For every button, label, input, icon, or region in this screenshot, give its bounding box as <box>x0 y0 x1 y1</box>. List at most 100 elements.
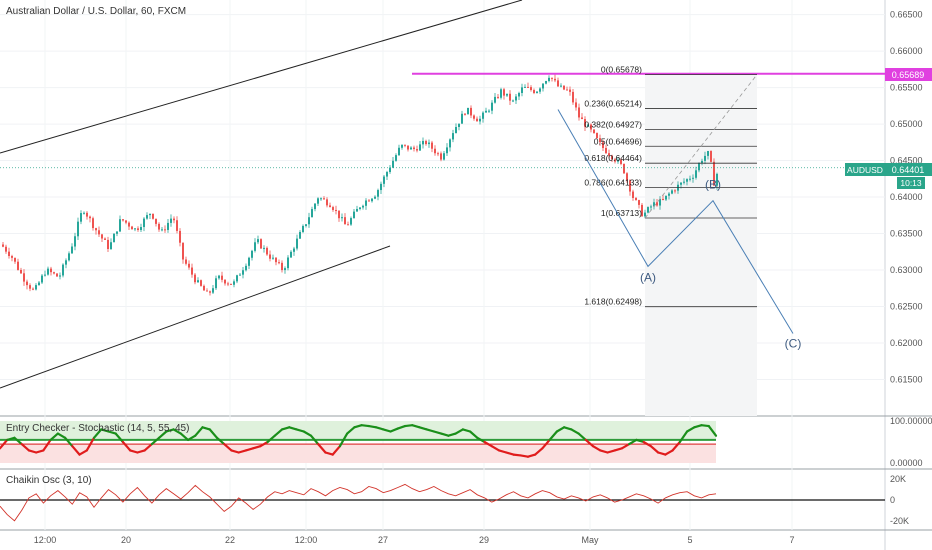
candle-body[interactable] <box>509 93 511 101</box>
overlay-layer[interactable]: 0(0.65678) 0.236(0.65214) 0.382(0.64927) 0.… <box>0 65 885 351</box>
candle-body[interactable] <box>338 210 340 219</box>
elliott-wave-path[interactable] <box>557 109 794 334</box>
candle-body[interactable] <box>368 200 370 202</box>
candle-body[interactable] <box>380 183 382 191</box>
candle-body[interactable] <box>185 259 187 264</box>
candle-body[interactable] <box>14 257 16 262</box>
candle-body[interactable] <box>164 229 166 231</box>
candle-body[interactable] <box>326 199 328 206</box>
stochastic-segment[interactable] <box>317 443 327 454</box>
candle-body[interactable] <box>359 207 361 209</box>
candle-body[interactable] <box>641 204 643 217</box>
stochastic-segment[interactable] <box>0 438 9 450</box>
candle-body[interactable] <box>455 126 457 134</box>
stochastic-segment[interactable] <box>35 449 45 454</box>
candle-body[interactable] <box>308 217 310 225</box>
candle-body[interactable] <box>599 138 601 143</box>
stochastic-segment[interactable] <box>599 449 609 454</box>
stochastic-segment[interactable] <box>476 436 486 444</box>
candles-layer[interactable] <box>2 74 718 296</box>
candle-body[interactable] <box>404 144 406 146</box>
candle-body[interactable] <box>617 159 619 162</box>
candle-body[interactable] <box>362 205 364 208</box>
candle-body[interactable] <box>491 102 493 111</box>
stochastic-segment[interactable] <box>461 428 472 433</box>
candle-body[interactable] <box>191 267 193 275</box>
stochastic-segment[interactable] <box>360 424 370 428</box>
candle-body[interactable] <box>377 190 379 197</box>
stochastic-segment[interactable] <box>635 438 645 444</box>
candle-body[interactable] <box>152 213 154 219</box>
candle-body[interactable] <box>83 212 85 214</box>
candle-body[interactable] <box>374 196 376 199</box>
candle-body[interactable] <box>266 247 268 255</box>
stochastic-segment[interactable] <box>396 424 407 430</box>
candle-body[interactable] <box>86 212 88 217</box>
candle-body[interactable] <box>680 182 682 185</box>
candle-body[interactable] <box>503 89 505 96</box>
candle-body[interactable] <box>632 191 634 198</box>
candle-body[interactable] <box>401 144 403 148</box>
candle-body[interactable] <box>464 113 466 115</box>
candle-body[interactable] <box>122 219 124 221</box>
candle-body[interactable] <box>350 218 352 225</box>
stochastic-segment[interactable] <box>201 426 211 431</box>
stochastic-segment[interactable] <box>208 428 219 439</box>
candle-body[interactable] <box>419 144 421 151</box>
stochastic-segment[interactable] <box>230 449 240 454</box>
stochastic-segment[interactable] <box>382 428 392 433</box>
candle-body[interactable] <box>710 151 712 162</box>
candle-body[interactable] <box>155 218 157 224</box>
stochastic-segment[interactable] <box>121 440 132 452</box>
candle-body[interactable] <box>512 100 514 102</box>
candle-body[interactable] <box>293 248 295 252</box>
candle-body[interactable] <box>263 247 265 249</box>
candle-body[interactable] <box>473 115 475 119</box>
candle-body[interactable] <box>647 207 649 213</box>
candle-body[interactable] <box>200 280 202 286</box>
stochastic-segment[interactable] <box>425 428 436 433</box>
candle-body[interactable] <box>179 230 181 243</box>
candle-body[interactable] <box>314 203 316 210</box>
candle-body[interactable] <box>41 275 43 283</box>
candle-body[interactable] <box>29 285 31 289</box>
stochastic-segment[interactable] <box>27 449 38 454</box>
candle-body[interactable] <box>434 148 436 154</box>
stochastic-segment[interactable] <box>136 449 146 454</box>
candle-body[interactable] <box>542 83 544 89</box>
candle-body[interactable] <box>443 153 445 160</box>
stochastic-segment[interactable] <box>100 428 110 433</box>
candle-body[interactable] <box>395 155 397 161</box>
stochastic-segment[interactable] <box>20 443 31 452</box>
candle-body[interactable] <box>254 242 256 251</box>
stochastic-segment[interactable] <box>6 436 16 441</box>
candle-body[interactable] <box>452 133 454 140</box>
candle-body[interactable] <box>671 190 673 194</box>
candle-body[interactable] <box>653 202 655 207</box>
candle-body[interactable] <box>116 231 118 234</box>
stochastic-segment[interactable] <box>92 428 103 439</box>
candle-body[interactable] <box>476 118 478 122</box>
candle-body[interactable] <box>407 145 409 150</box>
candle-body[interactable] <box>449 139 451 148</box>
stochastic-segment[interactable] <box>490 445 501 452</box>
candle-body[interactable] <box>539 88 541 92</box>
stochastic-pane[interactable] <box>0 421 718 463</box>
stochastic-segment[interactable] <box>374 426 385 431</box>
candle-body[interactable] <box>674 190 676 192</box>
candle-body[interactable] <box>482 112 484 119</box>
candle-body[interactable] <box>32 288 34 290</box>
candle-body[interactable] <box>275 257 277 263</box>
candle-body[interactable] <box>128 222 130 227</box>
candle-body[interactable] <box>458 123 460 127</box>
candle-body[interactable] <box>437 153 439 155</box>
stochastic-segment[interactable] <box>403 424 414 428</box>
candle-body[interactable] <box>611 155 613 160</box>
candle-body[interactable] <box>386 172 388 177</box>
candle-body[interactable] <box>521 87 523 94</box>
candle-body[interactable] <box>224 279 226 284</box>
stochastic-segment[interactable] <box>280 426 291 431</box>
stochastic-segment[interactable] <box>693 424 703 429</box>
stochastic-segment[interactable] <box>440 432 450 437</box>
stochastic-segment[interactable] <box>252 445 262 450</box>
